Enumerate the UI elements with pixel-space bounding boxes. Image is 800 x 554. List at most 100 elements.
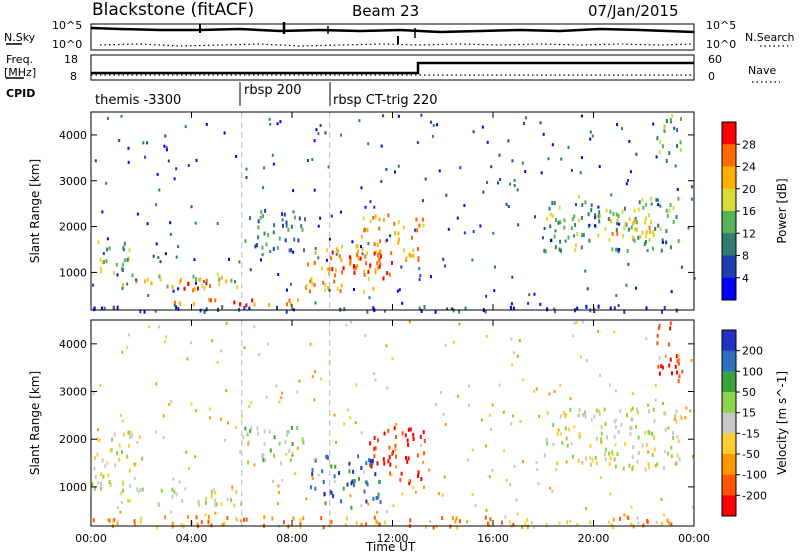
heatmap-noise-cell (205, 122, 208, 126)
heatmap-noise-cell (142, 141, 145, 145)
heatmap-noise-cell (159, 260, 162, 264)
heatmap-cell (551, 201, 554, 206)
heatmap-cell (630, 408, 632, 413)
heatmap-cell (358, 476, 360, 481)
heatmap-cell (597, 214, 600, 219)
heatmap-cell (285, 309, 288, 314)
heatmap-noise-cell (374, 378, 377, 382)
heatmap-noise-cell (614, 443, 617, 447)
heatmap-noise-cell (554, 229, 557, 233)
heatmap-cell (199, 277, 202, 282)
freq-tick-18: 18 (64, 53, 78, 66)
heatmap-cell (661, 521, 664, 526)
heatmap-cell (290, 248, 293, 253)
colorbar-0 (722, 122, 736, 301)
heatmap-cell (648, 225, 651, 230)
heatmap-cell (286, 432, 289, 437)
heatmap-cell (633, 238, 636, 243)
heatmap-cell (372, 215, 375, 220)
heatmap-cell (553, 234, 556, 239)
heatmap-cell (384, 239, 387, 244)
x-tick-label: 20:00 (578, 532, 610, 545)
heatmap-noise-cell (354, 421, 357, 425)
heatmap-cell (365, 261, 368, 266)
heatmap-cell (613, 306, 616, 311)
heatmap-cell (278, 236, 281, 241)
heatmap-cell (373, 242, 376, 247)
heatmap-cell (676, 453, 679, 458)
heatmap-noise-cell (588, 223, 591, 227)
heatmap-noise-cell (175, 255, 178, 259)
heatmap-noise-cell (269, 122, 272, 126)
heatmap-noise-cell (505, 202, 508, 206)
heatmap-cell (580, 215, 583, 220)
heatmap-cell (353, 270, 356, 275)
heatmap-cell (182, 524, 185, 529)
heatmap-cell (566, 443, 569, 448)
heatmap-cell (210, 523, 213, 528)
heatmap-noise-cell (236, 518, 239, 522)
heatmap-cell (653, 419, 656, 424)
heatmap-noise-cell (315, 128, 318, 132)
heatmap-noise-cell (665, 240, 667, 244)
heatmap-cell (328, 271, 331, 276)
heatmap-noise-cell (414, 228, 417, 232)
heatmap-noise-cell (178, 480, 181, 484)
heatmap-noise-cell (235, 491, 238, 495)
heatmap-noise-cell (120, 413, 122, 417)
heatmap-noise-cell (275, 384, 278, 388)
heatmap-cell (304, 217, 306, 222)
heatmap-noise-cell (485, 294, 488, 298)
heatmap-cell (200, 520, 203, 525)
heatmap-cell (619, 516, 621, 521)
heatmap-noise-cell (162, 414, 165, 418)
heatmap-noise-cell (296, 390, 299, 394)
heatmap-cell (220, 275, 223, 280)
heatmap-cell (581, 203, 584, 207)
heatmap-cell (290, 425, 293, 430)
heatmap-noise-cell (358, 119, 361, 123)
heatmap-cell (487, 523, 490, 527)
heatmap-cell (177, 306, 180, 311)
heatmap-cell (658, 323, 661, 328)
heatmap-cell (656, 341, 659, 346)
heatmap-noise-cell (517, 223, 520, 227)
heatmap-cell (400, 471, 403, 476)
heatmap-cell (263, 515, 266, 520)
colorbar-tick-label: 16 (742, 205, 756, 218)
heatmap-cell (353, 264, 355, 269)
heatmap-noise-cell (555, 468, 558, 471)
heatmap-cell (374, 214, 377, 219)
heatmap-cell (632, 221, 635, 226)
heatmap-noise-cell (581, 460, 584, 464)
heatmap-noise-cell (636, 516, 639, 520)
heatmap-cell (388, 445, 391, 450)
heatmap-cell (645, 202, 648, 207)
heatmap-cell (108, 246, 111, 251)
heatmap-cell (544, 249, 547, 254)
heatmap-cell (116, 451, 118, 456)
heatmap-noise-cell (600, 440, 603, 444)
heatmap-cell (368, 265, 371, 270)
heatmap-noise-cell (663, 450, 666, 454)
heatmap-cell (139, 520, 142, 524)
heatmap-cell (273, 453, 275, 458)
heatmap-noise-cell (223, 131, 226, 135)
heatmap-noise-cell (488, 413, 491, 417)
heatmap-cell (613, 419, 616, 424)
heatmap-cell (330, 490, 333, 495)
heatmap-cell (484, 309, 487, 314)
heatmap-cell (300, 224, 303, 229)
heatmap-cell (604, 452, 606, 457)
y-tick-label: 4000 (59, 129, 87, 142)
heatmap-noise-cell (625, 182, 628, 186)
heatmap-cell (648, 213, 650, 218)
heatmap-noise-cell (268, 117, 271, 121)
colorbar-tick-label: -100 (742, 469, 767, 482)
heatmap-cell (226, 516, 229, 521)
heatmap-cell (363, 272, 366, 277)
heatmap-cell (623, 310, 626, 314)
heatmap-cell (630, 225, 633, 230)
heatmap-cell (210, 494, 213, 499)
heatmap-cell (608, 237, 611, 242)
